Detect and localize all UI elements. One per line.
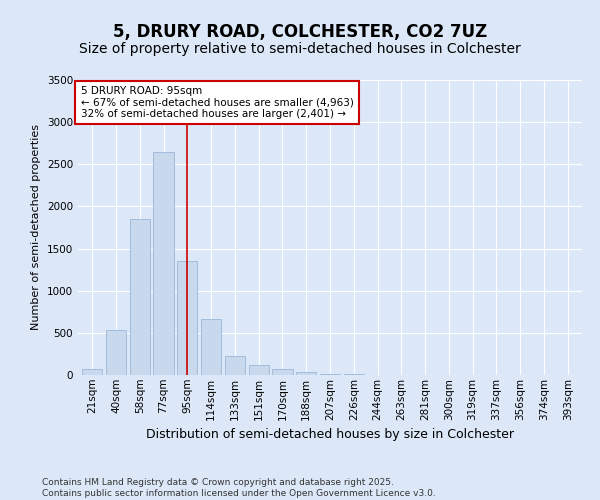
Bar bbox=[296, 372, 316, 375]
Bar bbox=[177, 261, 197, 375]
Bar bbox=[272, 368, 293, 375]
Text: Size of property relative to semi-detached houses in Colchester: Size of property relative to semi-detach… bbox=[79, 42, 521, 56]
Bar bbox=[320, 374, 340, 375]
Bar bbox=[130, 219, 150, 375]
Text: Contains HM Land Registry data © Crown copyright and database right 2025.
Contai: Contains HM Land Registry data © Crown c… bbox=[42, 478, 436, 498]
Y-axis label: Number of semi-detached properties: Number of semi-detached properties bbox=[31, 124, 41, 330]
Bar bbox=[248, 365, 269, 375]
Bar bbox=[344, 374, 364, 375]
Bar bbox=[106, 330, 126, 375]
Bar bbox=[154, 152, 173, 375]
X-axis label: Distribution of semi-detached houses by size in Colchester: Distribution of semi-detached houses by … bbox=[146, 428, 514, 441]
Bar bbox=[201, 320, 221, 375]
Bar bbox=[82, 368, 103, 375]
Bar bbox=[225, 356, 245, 375]
Text: 5, DRURY ROAD, COLCHESTER, CO2 7UZ: 5, DRURY ROAD, COLCHESTER, CO2 7UZ bbox=[113, 22, 487, 40]
Text: 5 DRURY ROAD: 95sqm
← 67% of semi-detached houses are smaller (4,963)
32% of sem: 5 DRURY ROAD: 95sqm ← 67% of semi-detach… bbox=[80, 86, 353, 119]
